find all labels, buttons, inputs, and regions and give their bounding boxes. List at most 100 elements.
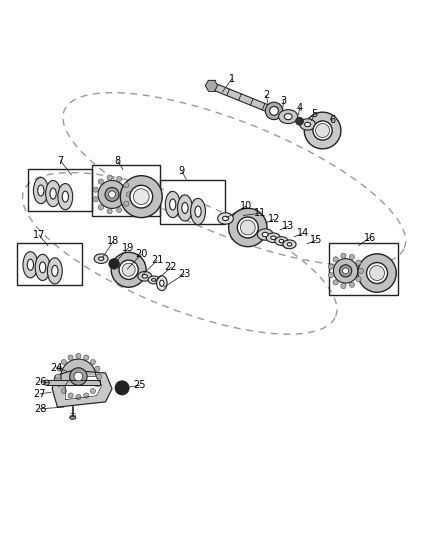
Ellipse shape	[279, 239, 283, 243]
Circle shape	[107, 175, 112, 180]
Polygon shape	[205, 80, 212, 86]
Circle shape	[105, 188, 119, 201]
Circle shape	[57, 366, 62, 372]
Ellipse shape	[62, 191, 68, 202]
Ellipse shape	[275, 237, 288, 245]
Bar	[160, 180, 225, 224]
Ellipse shape	[266, 233, 280, 243]
Polygon shape	[46, 380, 100, 385]
Ellipse shape	[148, 276, 159, 284]
Polygon shape	[65, 376, 102, 400]
Text: 18: 18	[107, 236, 120, 246]
Ellipse shape	[94, 254, 108, 263]
Circle shape	[370, 265, 385, 280]
Text: 17: 17	[33, 230, 45, 240]
Polygon shape	[208, 86, 215, 91]
Text: 2: 2	[263, 91, 269, 100]
Ellipse shape	[191, 198, 205, 224]
Circle shape	[124, 201, 129, 206]
Ellipse shape	[99, 257, 104, 261]
Text: 14: 14	[297, 228, 309, 238]
Ellipse shape	[52, 265, 58, 277]
Bar	[28, 169, 92, 211]
Text: 16: 16	[364, 233, 376, 243]
Text: 10: 10	[240, 201, 252, 211]
Circle shape	[341, 284, 346, 288]
Circle shape	[98, 179, 103, 184]
Circle shape	[296, 117, 304, 125]
Circle shape	[98, 205, 103, 210]
Ellipse shape	[138, 271, 152, 281]
Circle shape	[356, 260, 361, 265]
Text: 24: 24	[50, 363, 63, 373]
Bar	[92, 165, 160, 216]
Circle shape	[68, 355, 73, 360]
Circle shape	[68, 393, 73, 398]
Text: 25: 25	[133, 380, 146, 390]
Ellipse shape	[47, 258, 62, 284]
Ellipse shape	[218, 213, 233, 224]
Circle shape	[229, 208, 267, 247]
Text: 26: 26	[35, 377, 47, 387]
Text: 15: 15	[310, 235, 322, 245]
Text: 1: 1	[229, 74, 235, 84]
Circle shape	[61, 359, 96, 394]
Circle shape	[84, 355, 89, 360]
Circle shape	[76, 394, 81, 400]
Circle shape	[333, 259, 358, 283]
Circle shape	[333, 257, 338, 262]
Text: 23: 23	[178, 269, 190, 279]
Circle shape	[61, 359, 67, 365]
Circle shape	[122, 263, 135, 276]
Circle shape	[304, 112, 341, 149]
Ellipse shape	[304, 122, 311, 127]
Circle shape	[350, 282, 355, 287]
Ellipse shape	[258, 229, 273, 240]
Ellipse shape	[46, 181, 60, 207]
Ellipse shape	[39, 262, 46, 273]
Circle shape	[117, 207, 122, 213]
Circle shape	[270, 107, 279, 115]
Polygon shape	[52, 370, 112, 407]
Text: 4: 4	[297, 102, 303, 112]
Circle shape	[117, 176, 122, 182]
Ellipse shape	[70, 416, 76, 419]
Circle shape	[55, 374, 60, 379]
Ellipse shape	[33, 177, 48, 204]
Circle shape	[237, 217, 258, 238]
Circle shape	[95, 366, 100, 372]
Bar	[329, 244, 398, 295]
Circle shape	[341, 253, 346, 259]
Circle shape	[343, 268, 349, 274]
Bar	[17, 244, 82, 285]
Circle shape	[84, 393, 89, 398]
Ellipse shape	[279, 110, 298, 124]
Ellipse shape	[27, 259, 33, 270]
Text: 12: 12	[268, 214, 280, 224]
Circle shape	[130, 185, 152, 208]
Ellipse shape	[152, 279, 156, 281]
Ellipse shape	[50, 188, 56, 199]
Circle shape	[95, 382, 100, 387]
Ellipse shape	[283, 240, 296, 249]
Text: 3: 3	[281, 95, 287, 106]
Circle shape	[74, 372, 83, 381]
Circle shape	[111, 252, 146, 287]
Circle shape	[115, 381, 129, 395]
Circle shape	[356, 277, 361, 282]
Ellipse shape	[182, 203, 188, 214]
Circle shape	[76, 353, 81, 359]
Circle shape	[328, 272, 334, 278]
Ellipse shape	[142, 274, 148, 278]
Text: 11: 11	[254, 208, 266, 218]
Ellipse shape	[284, 114, 292, 120]
Circle shape	[333, 280, 338, 285]
Circle shape	[240, 220, 255, 235]
Ellipse shape	[271, 236, 276, 239]
Circle shape	[90, 359, 95, 365]
Circle shape	[358, 254, 396, 292]
Circle shape	[98, 181, 126, 208]
Circle shape	[57, 382, 62, 387]
Text: 21: 21	[151, 255, 163, 265]
Text: 28: 28	[34, 404, 46, 414]
